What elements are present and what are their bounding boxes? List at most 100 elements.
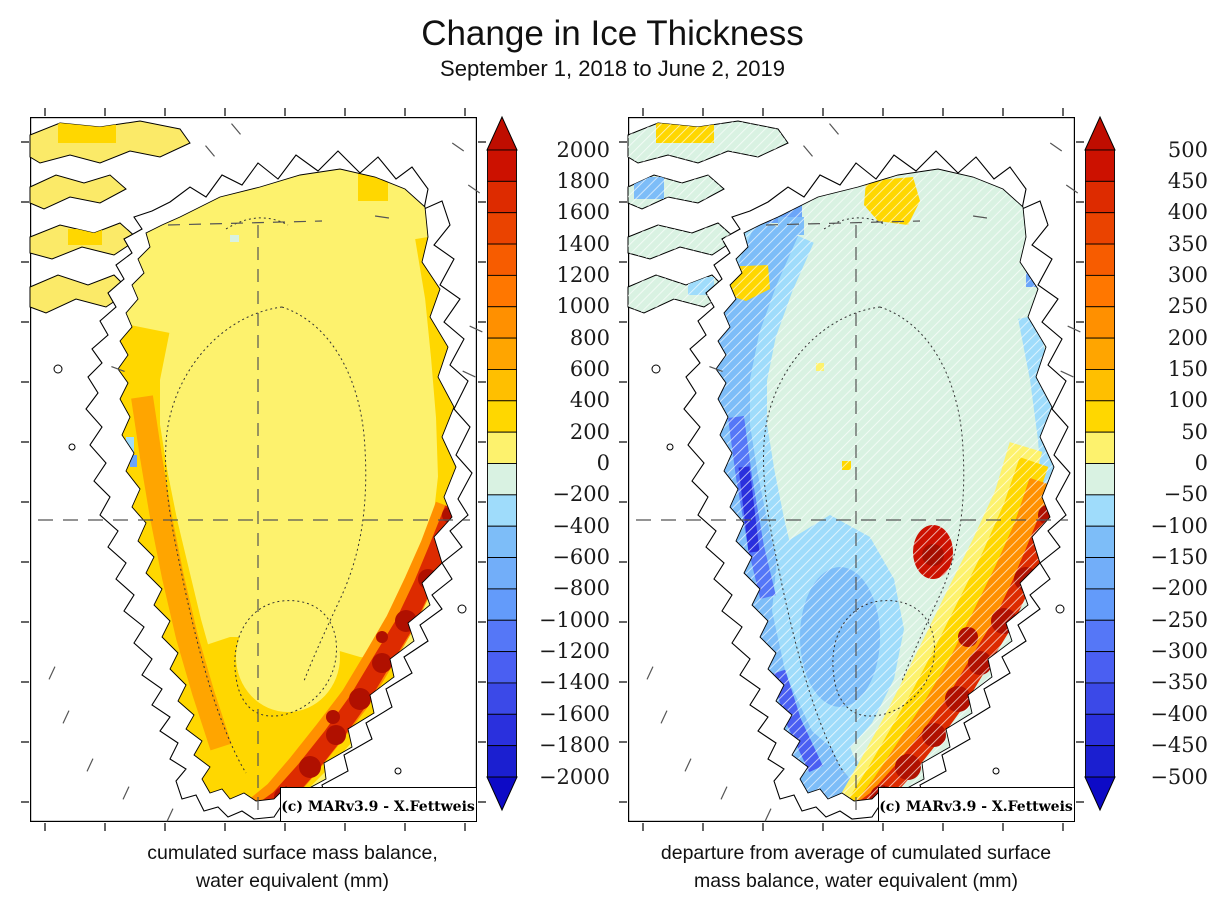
colorbar-top-arrow — [486, 115, 518, 151]
colorbar-tick-label: 200 — [1167, 325, 1208, 350]
colorbar-tick-label: −150 — [1150, 545, 1208, 570]
colorbar-tick-label: 1400 — [556, 231, 610, 256]
colorbar-segment — [1085, 400, 1115, 433]
colorbar-segment — [1085, 682, 1115, 715]
credit-box — [280, 787, 477, 822]
colorbar-segment — [1085, 745, 1115, 778]
colorbar-segment — [1085, 525, 1115, 559]
colorbar-smb-labels: 2000 1800 1600 1400 1200 1000 800 600 400 200 0 −20… — [518, 117, 610, 822]
colorbar-tick-label: 2000 — [556, 137, 610, 162]
map-cumulated-smb: (c) MARv3.9 - X.Fettweis — [21, 108, 486, 831]
colorbar-segment — [1085, 713, 1115, 747]
arctic-island — [29, 174, 127, 210]
colorbar-tick-label: −350 — [1150, 670, 1208, 695]
caption-right-line1: departure from average of cumulated surf… — [660, 842, 1052, 864]
colorbar-segment — [1085, 180, 1115, 214]
colorbar-segment — [487, 463, 517, 496]
colorbar-segment — [1085, 368, 1115, 402]
colorbar-segment — [1085, 431, 1115, 464]
colorbar-segment — [487, 557, 517, 590]
colorbar-segment — [487, 651, 517, 684]
frame-ticks — [21, 108, 486, 831]
colorbar-top-arrow — [1084, 115, 1116, 151]
ice-sheet-data — [118, 169, 456, 801]
colorbar-tick-label: −500 — [1150, 764, 1208, 789]
colorbar-tick-label: 450 — [1167, 168, 1208, 193]
ice-margin — [715, 168, 1055, 802]
graticule — [38, 123, 483, 822]
colorbar-tick-label: 1800 — [556, 168, 610, 193]
colorbar-tick-label: 0 — [596, 451, 610, 475]
colorbar-tick-label: −250 — [1150, 607, 1208, 632]
colorbar-tick-label: 800 — [569, 325, 610, 350]
colorbar-segment — [487, 274, 517, 308]
colorbar-segment — [487, 745, 517, 778]
colorbar-tick-label: −1400 — [538, 670, 610, 695]
elevation-contours — [165, 217, 367, 774]
colorbar-tick-label: −1600 — [538, 701, 610, 726]
colorbar-segment — [487, 619, 517, 653]
colorbar-tick-label: 200 — [569, 419, 610, 444]
credit-box — [878, 787, 1075, 822]
colorbar-tick-label: −2000 — [538, 764, 610, 789]
colorbar-tick-label: −300 — [1150, 639, 1208, 664]
colorbar-tick-label: 350 — [1167, 231, 1208, 256]
graticule — [636, 123, 1081, 822]
colorbar-tick-label: 50 — [1181, 419, 1208, 444]
colorbar-tick-label: 600 — [569, 356, 610, 381]
colorbar-segment — [1085, 463, 1115, 496]
frame-ticks — [619, 108, 1084, 831]
colorbar-segment — [1085, 212, 1115, 245]
ice-margin — [117, 168, 457, 802]
colorbar-anomaly-labels: 500 450 400 350 300 250 200 150 100 50 0 −50 −100 −15… — [1116, 117, 1208, 822]
colorbar-segment — [487, 682, 517, 715]
colorbar-segment — [487, 337, 517, 370]
colorbar-tick-label: −600 — [552, 545, 610, 570]
colorbar-tick-label: −200 — [552, 482, 610, 507]
colorbar-tick-label: −1200 — [538, 639, 610, 664]
map-smb-anomaly: (c) MARv3.9 - X.Fettweis — [619, 108, 1084, 831]
colorbar-segment — [487, 494, 517, 527]
colorbar-segment — [487, 149, 517, 182]
colorbar-segment — [1085, 651, 1115, 684]
colorbar-tick-label: −450 — [1150, 733, 1208, 758]
credit-text: (c) MARv3.9 - X.Fettweis — [879, 799, 1073, 815]
colorbar-tick-label: −100 — [1150, 513, 1208, 538]
colorbar-segment — [1085, 243, 1115, 276]
colorbar-tick-label: −1800 — [538, 733, 610, 758]
colorbar-segment — [1085, 337, 1115, 370]
caption-right: departure from average of cumulated surf… — [612, 839, 1100, 895]
elevation-contours — [763, 217, 965, 774]
colorbar-segment — [487, 431, 517, 464]
colorbar-anomaly — [1084, 115, 1116, 812]
caption-left: cumulated surface mass balance, water eq… — [30, 839, 555, 895]
colorbar-tick-label: 150 — [1167, 356, 1208, 381]
colorbar-tick-label: 1200 — [556, 262, 610, 287]
colorbar-segment — [487, 212, 517, 245]
caption-left-line1: cumulated surface mass balance, — [147, 842, 438, 864]
colorbar-tick-label: −200 — [1150, 576, 1208, 601]
colorbar-tick-label: −400 — [1150, 701, 1208, 726]
colorbar-tick-label: 250 — [1167, 294, 1208, 319]
figure-subtitle: September 1, 2018 to June 2, 2019 — [440, 56, 785, 81]
colorbar-segment — [487, 243, 517, 276]
caption-right-line2: mass balance, water equivalent (mm) — [693, 870, 1019, 892]
colorbar-segment — [1085, 557, 1115, 590]
credit-text: (c) MARv3.9 - X.Fettweis — [281, 799, 475, 815]
colorbar-tick-label: −1000 — [538, 607, 610, 632]
colorbar-segment — [1085, 494, 1115, 527]
colorbar-smb — [486, 115, 518, 812]
caption-left-line2: water equivalent (mm) — [196, 870, 389, 892]
colorbar-segment — [1085, 306, 1115, 339]
colorbar-bottom-arrow — [1084, 776, 1116, 812]
colorbar-tick-label: −50 — [1163, 482, 1208, 507]
colorbar-segment — [487, 400, 517, 433]
colorbar-segment — [487, 368, 517, 402]
colorbar-tick-label: 100 — [1167, 388, 1208, 413]
colorbar-tick-label: −800 — [552, 576, 610, 601]
colorbar-tick-label: 1600 — [556, 200, 610, 225]
colorbar-tick-label: 1000 — [556, 294, 610, 319]
colorbar-segment — [1085, 149, 1115, 182]
colorbar-bottom-arrow — [486, 776, 518, 812]
colorbar-tick-label: 300 — [1167, 262, 1208, 287]
